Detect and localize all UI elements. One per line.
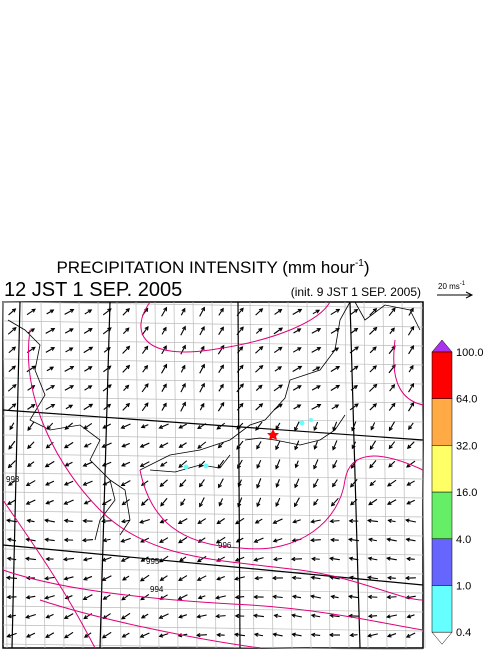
wind-scale-text: 20 ms: [438, 282, 460, 291]
colorbar-swatch: [432, 352, 452, 399]
isobar-label: 995: [146, 557, 160, 566]
isobar-label: 996: [218, 541, 232, 550]
colorbar: 100.0 64.0 32.0 16.0 4.0 1.0 0.4: [432, 340, 484, 644]
valid-time: 12 JST 1 SEP. 2005: [4, 279, 182, 301]
colorbar-swatch: [432, 492, 452, 539]
wind-scale-label: 20 ms-1: [438, 281, 466, 291]
colorbar-label: 0.4: [456, 627, 471, 639]
map: 993 996 995 994: [3, 302, 425, 650]
title: PRECIPITATION INTENSITY (mm hour-1): [56, 258, 369, 277]
colorbar-swatch: [432, 445, 452, 492]
colorbar-swatch: [432, 539, 452, 586]
colorbar-label: 4.0: [456, 534, 471, 546]
isobar-label: 993: [6, 475, 20, 484]
colorbar-swatch: [432, 586, 452, 633]
wind-scale-arrow: [437, 292, 472, 298]
wind-scale-sup: -1: [460, 281, 466, 287]
title-suffix: ): [364, 258, 370, 277]
colorbar-under: [432, 632, 452, 644]
isobar-label: 994: [150, 585, 164, 594]
colorbar-label: 100.0: [456, 347, 484, 359]
colorbar-label: 16.0: [456, 487, 477, 499]
colorbar-over: [432, 340, 452, 352]
title-text: PRECIPITATION INTENSITY (mm hour: [56, 258, 355, 277]
colorbar-label: 64.0: [456, 394, 477, 406]
colorbar-label: 32.0: [456, 440, 477, 452]
colorbar-swatch: [432, 399, 452, 446]
colorbar-label: 1.0: [456, 581, 471, 593]
init-time: (init. 9 JST 1 SEP. 2005): [291, 285, 421, 299]
